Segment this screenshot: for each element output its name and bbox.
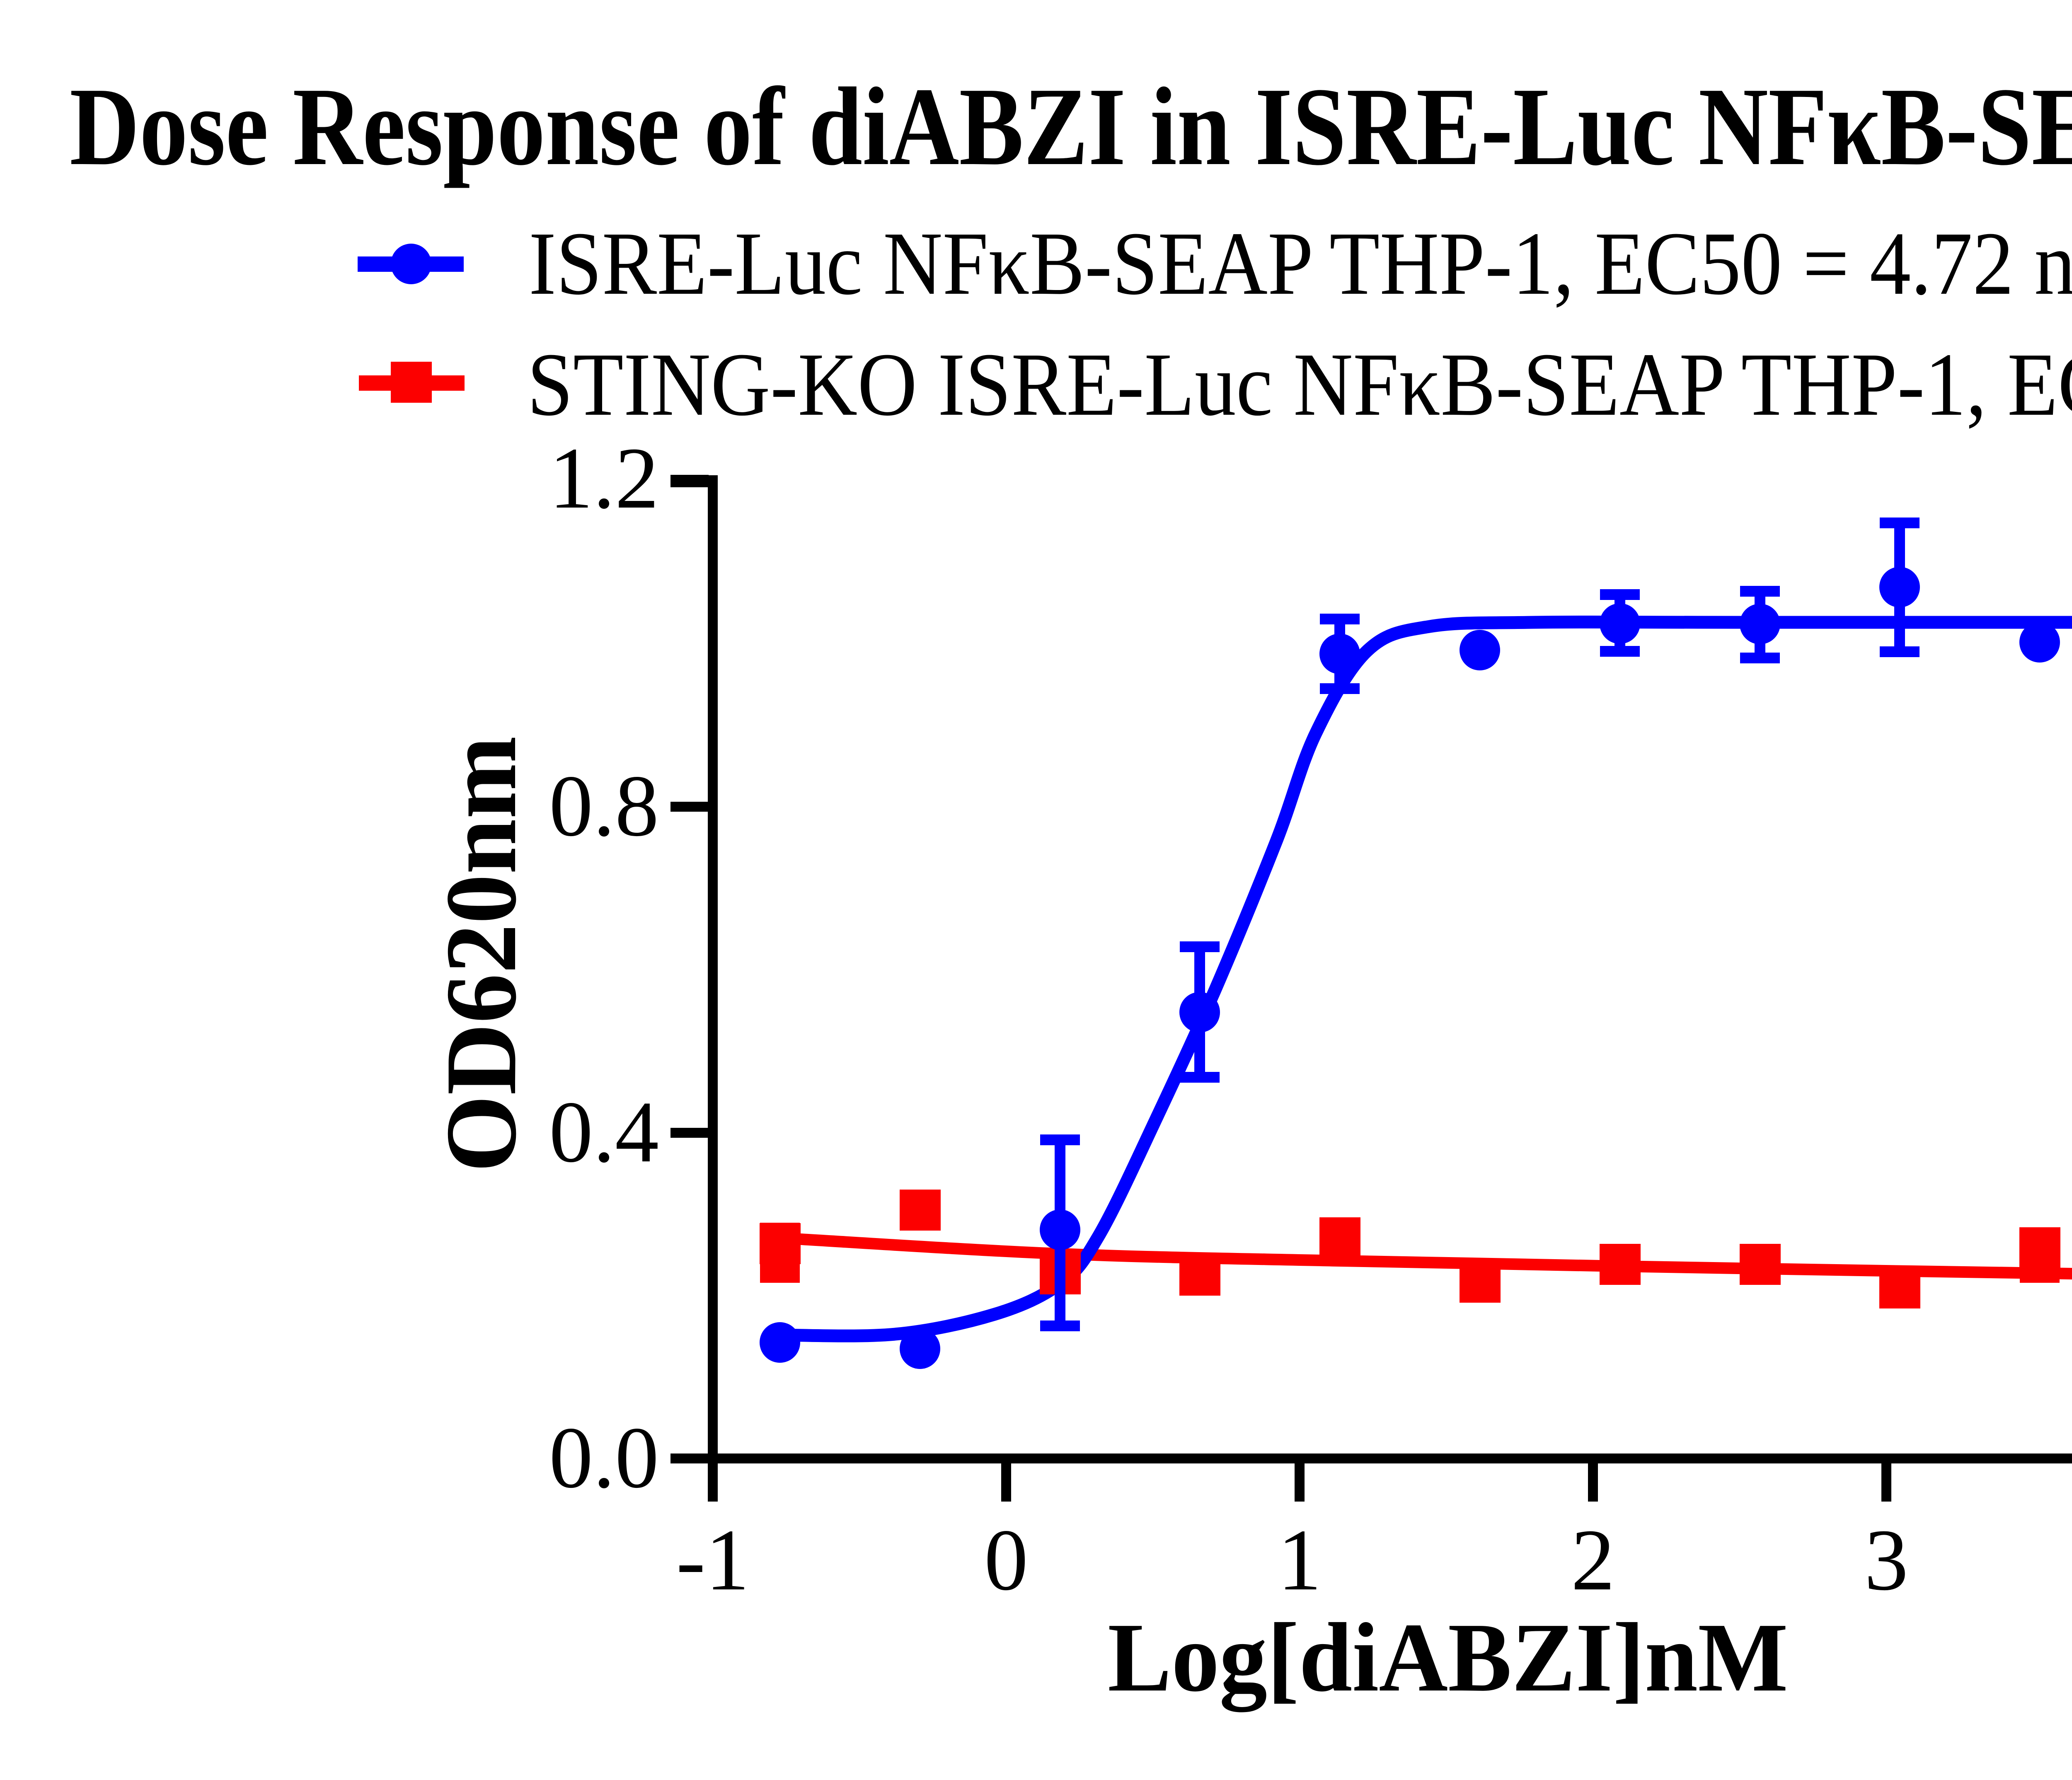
svg-text:3: 3 bbox=[1864, 1511, 1908, 1608]
svg-text:1.2: 1.2 bbox=[549, 429, 659, 527]
svg-text:OD620nm: OD620nm bbox=[425, 736, 537, 1173]
svg-text:0.0: 0.0 bbox=[549, 1409, 659, 1506]
svg-text:Log[diABZI]nM: Log[diABZI]nM bbox=[1108, 1603, 1788, 1712]
svg-text:ISRE-Luc NFκB-SEAP THP-1, EC50: ISRE-Luc NFκB-SEAP THP-1, EC50 = 4.72 nM bbox=[529, 214, 2072, 314]
svg-text:Dose Response of diABZI in ISR: Dose Response of diABZI in ISRE-Luc NFκB… bbox=[70, 65, 2072, 189]
svg-text:STING-KO ISRE-Luc NFκB-SEAP TH: STING-KO ISRE-Luc NFκB-SEAP THP-1, EC50 … bbox=[527, 335, 2072, 435]
svg-text:1: 1 bbox=[1278, 1511, 1322, 1608]
svg-text:0: 0 bbox=[984, 1511, 1028, 1608]
svg-text:-1: -1 bbox=[676, 1511, 750, 1608]
svg-text:0.4: 0.4 bbox=[549, 1083, 659, 1180]
svg-text:2: 2 bbox=[1571, 1511, 1615, 1608]
svg-text:0.8: 0.8 bbox=[549, 757, 659, 854]
